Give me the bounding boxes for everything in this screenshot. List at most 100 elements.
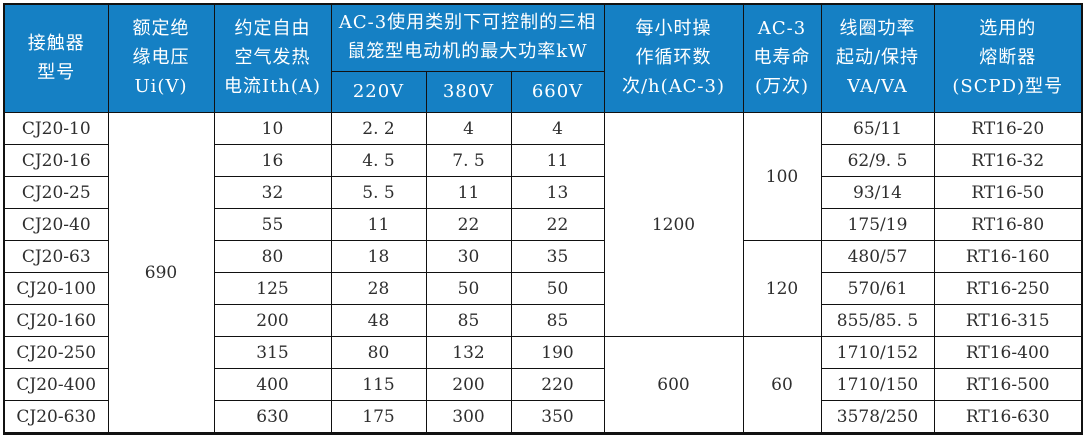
cell-life-merged: 100 <box>742 112 822 241</box>
cell-fuse: RT16-630 <box>933 400 1083 434</box>
cell-p220: 5. 5 <box>330 176 427 209</box>
cell-fuse: RT16-400 <box>933 336 1083 369</box>
header-voltage-220: 220V <box>330 71 427 113</box>
header-voltage-380: 380V <box>425 71 512 113</box>
header-coil-power: 线圈功率 起动/保持 VA/VA <box>820 3 935 113</box>
table-row: CJ20-160 200 48 85 85 855/85. 5 RT16-315 <box>3 304 1083 337</box>
cell-model: CJ20-400 <box>3 368 109 401</box>
header-operating-cycles: 每小时操 作循环数 次/h(AC-3) <box>603 3 744 113</box>
cell-p380: 11 <box>425 176 512 209</box>
cell-p220: 2. 2 <box>330 112 427 145</box>
cell-p660: 85 <box>510 304 605 337</box>
header-conventional-thermal-current: 约定自由 空气发热 电流Ith(A) <box>213 3 332 113</box>
cell-cycles-merged: 600 <box>603 336 744 434</box>
cell-p380: 4 <box>425 112 512 145</box>
table-row: CJ20-16 16 4. 5 7. 5 11 62/9. 5 RT16-32 <box>3 144 1083 177</box>
cell-p220: 4. 5 <box>330 144 427 177</box>
cell-coil: 1710/152 <box>820 336 935 369</box>
cell-p220: 80 <box>330 336 427 369</box>
cell-coil: 65/11 <box>820 112 935 145</box>
cell-fuse: RT16-80 <box>933 208 1083 241</box>
table-row: CJ20-63 80 18 30 35 120 480/57 RT16-160 <box>3 240 1083 337</box>
cell-p380: 85 <box>425 304 512 337</box>
cell-model: CJ20-25 <box>3 176 109 209</box>
cell-ith: 55 <box>213 208 332 241</box>
cell-p220: 48 <box>330 304 427 337</box>
cell-p380: 22 <box>425 208 512 241</box>
cell-p220: 115 <box>330 368 427 401</box>
cell-coil: 62/9. 5 <box>820 144 935 177</box>
cell-ith: 10 <box>213 112 332 145</box>
cell-p220: 28 <box>330 272 427 305</box>
cell-fuse: RT16-315 <box>933 304 1083 337</box>
cell-ith: 315 <box>213 336 332 369</box>
cell-model: CJ20-160 <box>3 304 109 337</box>
table-body: CJ20-10 690 10 2. 2 4 4 1200 100 65/11 R… <box>3 112 1083 434</box>
cell-fuse: RT16-160 <box>933 240 1083 273</box>
table-row: CJ20-400 400 115 200 220 1710/150 RT16-5… <box>3 368 1083 401</box>
cell-p660: 22 <box>510 208 605 241</box>
header-ac3-electrical-life: AC-3 电寿命 (万次) <box>742 3 822 113</box>
table-row: CJ20-100 125 28 50 50 570/61 RT16-250 <box>3 272 1083 305</box>
header-fuse-model: 选用的 熔断器 (SCPD)型号 <box>933 3 1083 113</box>
cell-ith: 32 <box>213 176 332 209</box>
header-rated-insulation-voltage: 额定绝 缘电压 Ui(V) <box>107 3 215 113</box>
cell-fuse: RT16-50 <box>933 176 1083 209</box>
cell-p380: 132 <box>425 336 512 369</box>
cell-insulation-voltage-merged: 690 <box>107 112 215 434</box>
cell-fuse: RT16-500 <box>933 368 1083 401</box>
cell-coil: 175/19 <box>820 208 935 241</box>
cell-p660: 11 <box>510 144 605 177</box>
header-voltage-660: 660V <box>510 71 605 113</box>
header-contactor-model: 接触器 型号 <box>3 3 109 113</box>
cell-cycles-merged: 1200 <box>603 112 744 337</box>
cell-fuse: RT16-32 <box>933 144 1083 177</box>
cell-p660: 13 <box>510 176 605 209</box>
table-header: 接触器 型号 额定绝 缘电压 Ui(V) 约定自由 空气发热 电流Ith(A) … <box>3 3 1083 113</box>
cell-p220: 175 <box>330 400 427 434</box>
cell-p660: 220 <box>510 368 605 401</box>
cell-life-merged: 120 <box>742 240 822 337</box>
cell-model: CJ20-250 <box>3 336 109 369</box>
cell-ith: 200 <box>213 304 332 337</box>
cell-ith: 400 <box>213 368 332 401</box>
cell-p380: 200 <box>425 368 512 401</box>
cell-fuse: RT16-250 <box>933 272 1083 305</box>
cell-coil: 93/14 <box>820 176 935 209</box>
cell-model: CJ20-63 <box>3 240 109 273</box>
cell-fuse: RT16-20 <box>933 112 1083 145</box>
table-row: CJ20-630 630 175 300 350 3578/250 RT16-6… <box>3 400 1083 434</box>
cell-model: CJ20-10 <box>3 112 109 145</box>
cell-ith: 125 <box>213 272 332 305</box>
table-row: CJ20-250 315 80 132 190 600 60 1710/152 … <box>3 336 1083 434</box>
cell-p660: 35 <box>510 240 605 273</box>
contactor-spec-table: 接触器 型号 额定绝 缘电压 Ui(V) 约定自由 空气发热 电流Ith(A) … <box>3 3 1083 435</box>
cell-model: CJ20-630 <box>3 400 109 434</box>
cell-p660: 50 <box>510 272 605 305</box>
cell-coil: 480/57 <box>820 240 935 273</box>
header-ac3-max-power: AC-3使用类别下可控制的三相 鼠笼型电动机的最大功率kW <box>330 3 605 72</box>
cell-coil: 570/61 <box>820 272 935 305</box>
cell-coil: 3578/250 <box>820 400 935 434</box>
cell-p380: 50 <box>425 272 512 305</box>
cell-ith: 630 <box>213 400 332 434</box>
cell-life-merged: 60 <box>742 336 822 434</box>
cell-coil: 855/85. 5 <box>820 304 935 337</box>
table-row: CJ20-40 55 11 22 22 175/19 RT16-80 <box>3 208 1083 241</box>
cell-p380: 300 <box>425 400 512 434</box>
cell-model: CJ20-40 <box>3 208 109 241</box>
cell-ith: 16 <box>213 144 332 177</box>
cell-p660: 350 <box>510 400 605 434</box>
cell-model: CJ20-16 <box>3 144 109 177</box>
cell-p380: 7. 5 <box>425 144 512 177</box>
table-row: CJ20-25 32 5. 5 11 13 93/14 RT16-50 <box>3 176 1083 209</box>
table-row: CJ20-10 690 10 2. 2 4 4 1200 100 65/11 R… <box>3 112 1083 434</box>
cell-ith: 80 <box>213 240 332 273</box>
cell-p660: 190 <box>510 336 605 369</box>
cell-p220: 18 <box>330 240 427 273</box>
cell-coil: 1710/150 <box>820 368 935 401</box>
cell-model: CJ20-100 <box>3 272 109 305</box>
cell-p660: 4 <box>510 112 605 145</box>
cell-p220: 11 <box>330 208 427 241</box>
